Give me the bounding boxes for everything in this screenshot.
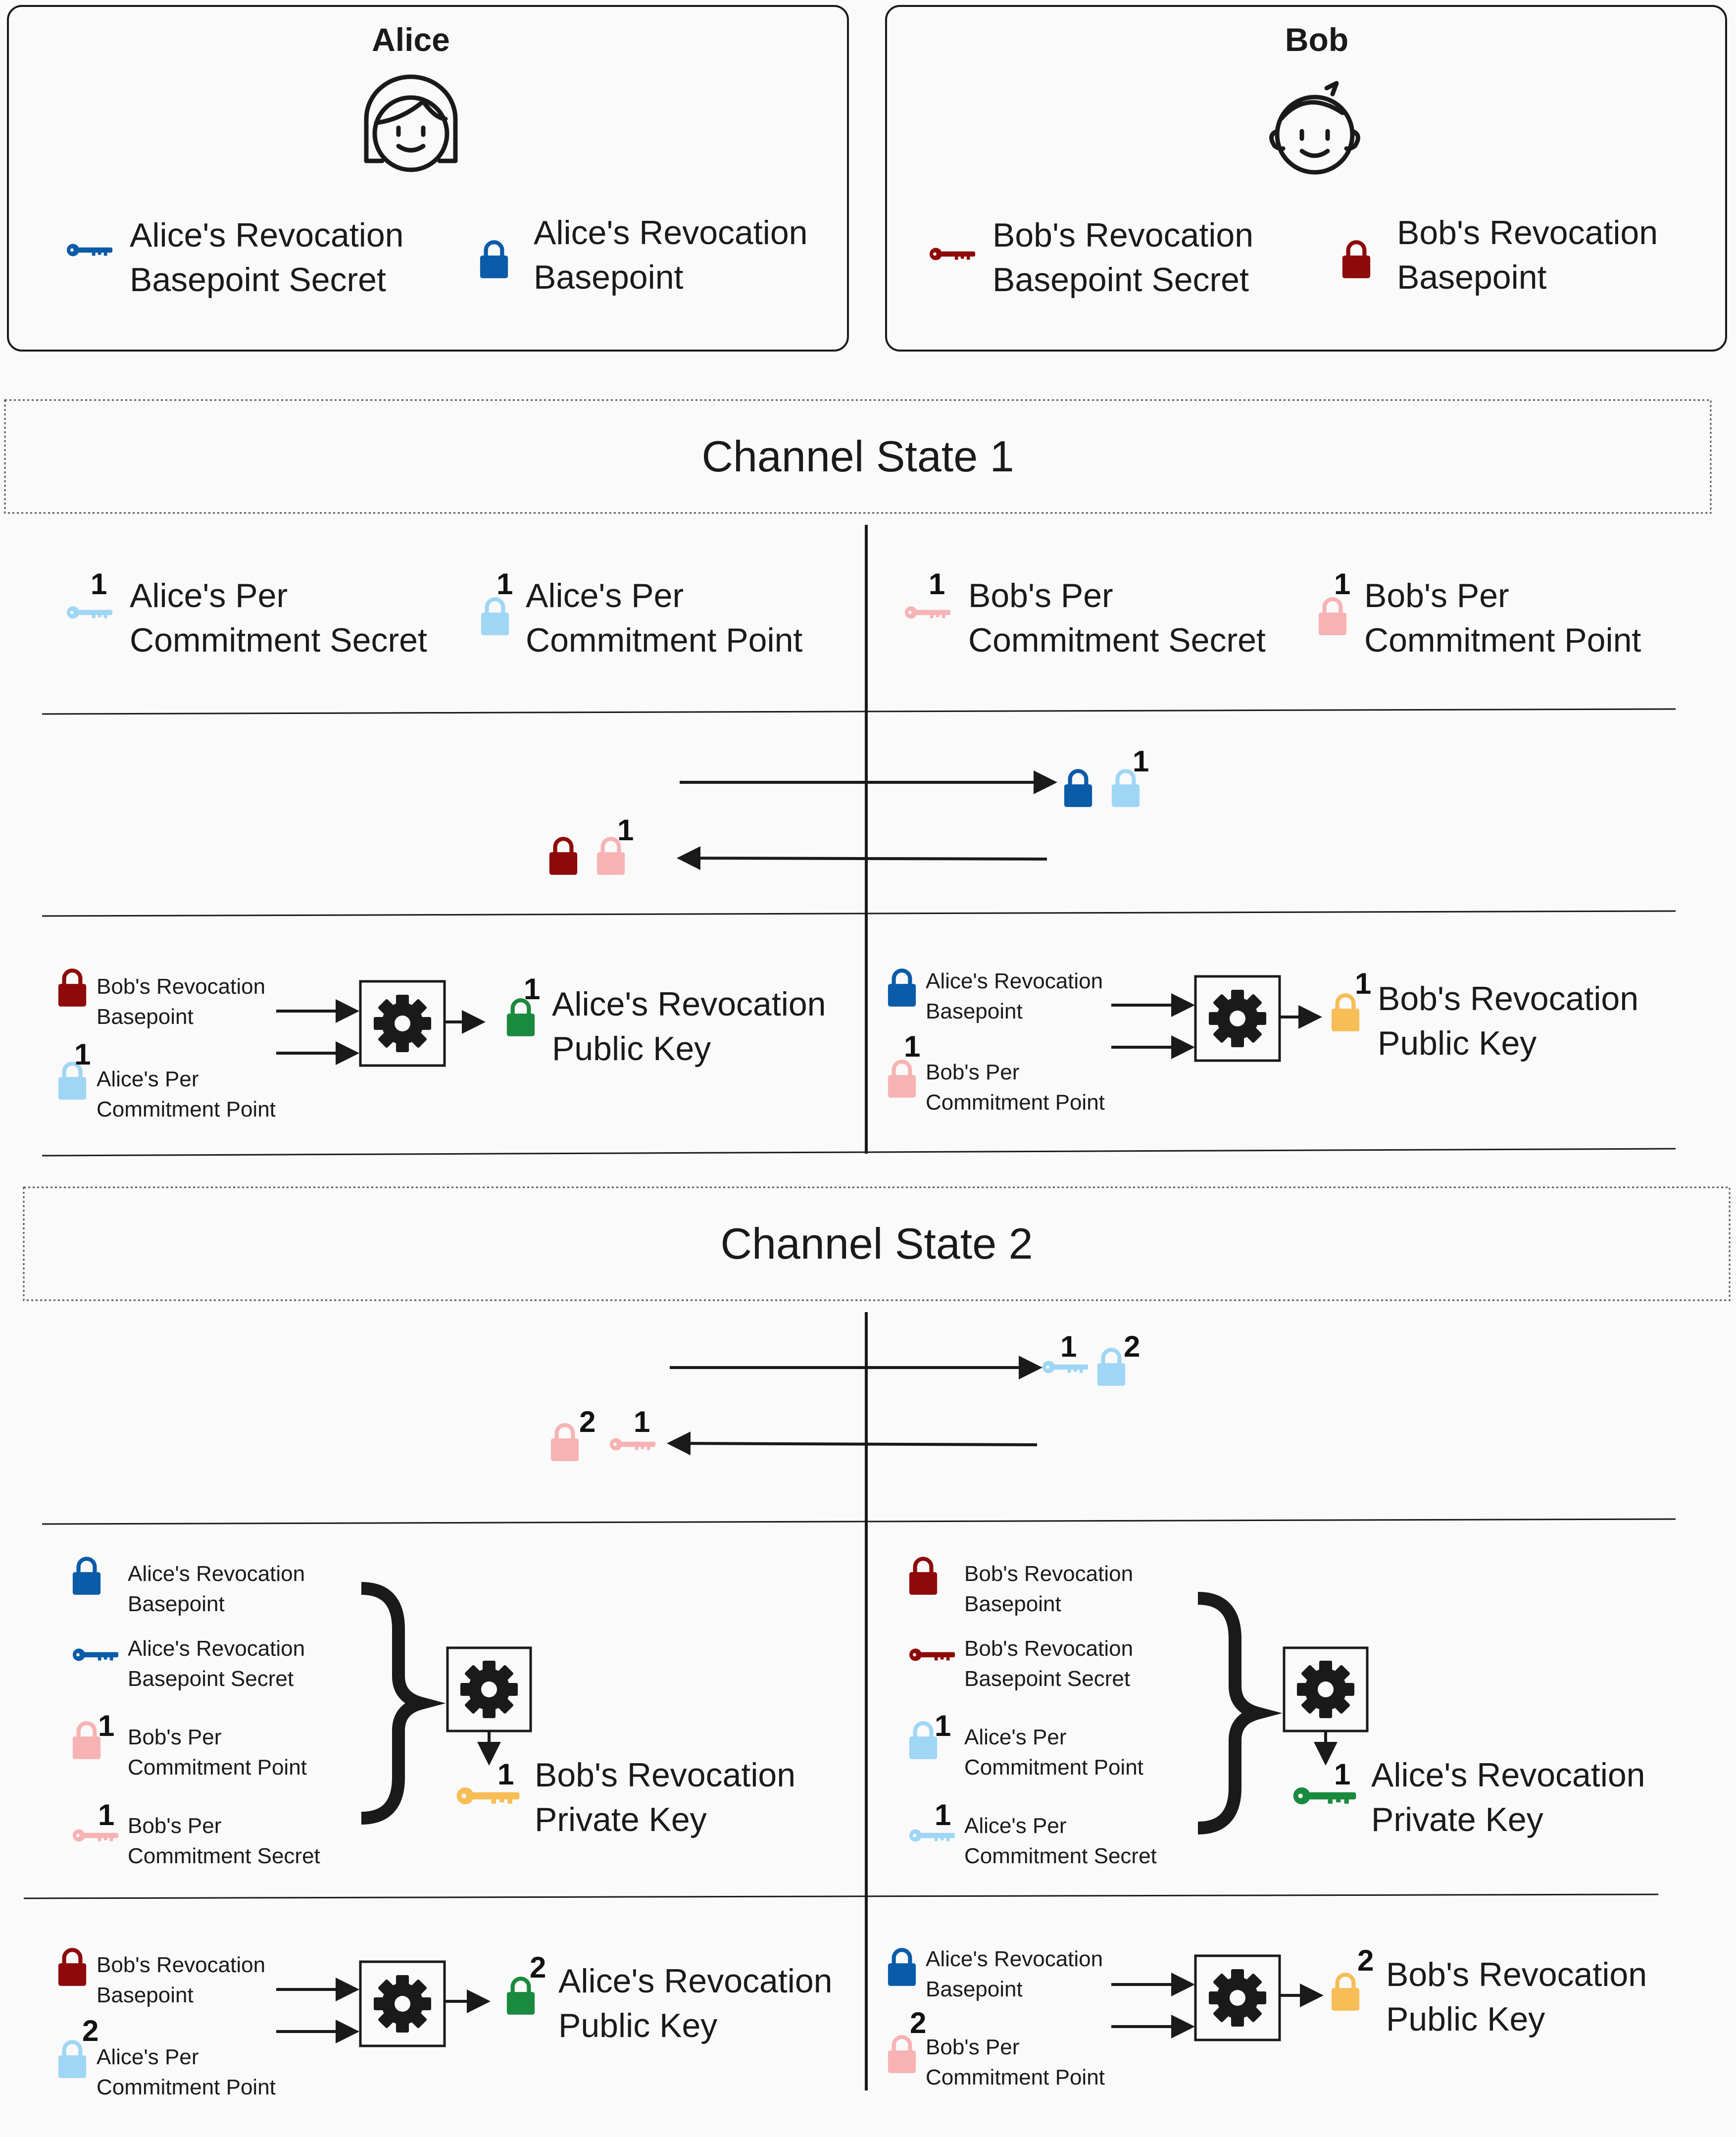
s1-bob-calc-in1-label: Alice's Revocation Basepoint <box>926 969 1103 1023</box>
alice-basepoint-label: Alice's Revocation Basepoint <box>534 214 808 296</box>
s2-bob-priv-out-label: Alice's Revocation Private Key <box>1371 1756 1645 1838</box>
s2-exchange-left-key-num: 1 <box>634 1405 650 1438</box>
state2-rule-2 <box>23 1893 1659 1899</box>
s2-alice-priv-item-1-label: Alice's Revocation Basepoint <box>128 1562 305 1616</box>
s2-bob-priv-item-4-num: 1 <box>935 1798 951 1832</box>
s2-alice-priv-item-3-num: 1 <box>98 1709 115 1742</box>
s2-alice-calc-in2-num: 2 <box>82 2014 99 2047</box>
s1-bob-point-num: 1 <box>1334 567 1351 601</box>
s1-bob-point-label: Bob's Per Commitment Point <box>1364 577 1641 659</box>
s1-bob-calc-out-num: 1 <box>1355 967 1372 1000</box>
state1-rule-2 <box>42 910 1676 917</box>
s2-bob-priv-item-2-label: Bob's Revocation Basepoint Secret <box>964 1636 1134 1691</box>
state1-rule-3 <box>42 1148 1676 1157</box>
s2-bob-calc-in1-label: Alice's Revocation Basepoint <box>926 1947 1103 2001</box>
bob-avatar-icon <box>1269 81 1360 175</box>
s1-alice-calc-in2-num: 1 <box>74 1038 91 1071</box>
s2-alice-priv-item-2-label: Alice's Revocation Basepoint Secret <box>128 1636 305 1691</box>
s1-bob-calc-in2-label: Bob's Per Commitment Point <box>926 1060 1105 1115</box>
s1-alice-point-num: 1 <box>496 567 513 601</box>
s1-alice-calc-in1-label: Bob's Revocation Basepoint <box>97 974 266 1029</box>
s1-alice-calc-in2-label: Alice's Per Commitment Point <box>97 1067 276 1121</box>
bob-basepoint-secret-label: Bob's Revocation Basepoint Secret <box>992 216 1254 299</box>
s2-alice-priv-item-3-label: Bob's Per Commitment Point <box>128 1725 307 1780</box>
s2-alice-calc-in2-label: Alice's Per Commitment Point <box>97 2045 276 2099</box>
bob-name: Bob <box>1285 21 1349 58</box>
s2-bob-calc-out-label: Bob's Revocation Public Key <box>1386 1956 1647 2038</box>
alice-basepoint-secret-label: Alice's Revocation Basepoint Secret <box>130 216 404 299</box>
s2-bob-priv-item-1-label: Bob's Revocation Basepoint <box>964 1562 1134 1616</box>
s2-arrow-to-alice <box>667 1431 1038 1456</box>
s2-alice-calc-out-label: Alice's Revocation Public Key <box>558 1962 833 2044</box>
s1-bob-calc-in2-num: 1 <box>904 1030 921 1063</box>
state2-title: Channel State 2 <box>720 1219 1033 1268</box>
s1-alice-point-label: Alice's Per Commitment Point <box>526 577 803 659</box>
s2-alice-calc-out-num: 2 <box>530 1951 546 1984</box>
s2-exchange-right-key-num: 1 <box>1060 1330 1077 1363</box>
s1-bob-calc-out-label: Bob's Revocation Public Key <box>1378 980 1639 1062</box>
s2-bob-calc-out-num: 2 <box>1357 1944 1374 1977</box>
bob-box <box>885 5 1727 352</box>
s2-alice-priv-brace <box>361 1582 446 1825</box>
s2-alice-calc-in1-label: Bob's Revocation Basepoint <box>97 1953 266 2007</box>
state2-rule-1 <box>42 1518 1676 1525</box>
state2-header-box <box>23 1186 1731 1301</box>
s2-bob-calc-in2-num: 2 <box>910 2006 927 2039</box>
s2-bob-priv-out-num: 1 <box>1334 1758 1351 1791</box>
s2-bob-priv-item-3-num: 1 <box>935 1709 951 1742</box>
s1-arrow-to-alice <box>677 846 1047 870</box>
s2-bob-priv-item-4-label: Alice's Per Commitment Secret <box>964 1814 1157 1868</box>
s2-alice-priv-item-4-label: Bob's Per Commitment Secret <box>128 1814 320 1868</box>
s1-alice-calc-out-label: Alice's Revocation Public Key <box>552 985 826 1068</box>
alice-name: Alice <box>372 21 450 58</box>
s2-bob-calc-in2-label: Bob's Per Commitment Point <box>926 2035 1105 2089</box>
s2-bob-priv-item-3-label: Alice's Per Commitment Point <box>964 1725 1143 1780</box>
s2-exchange-right-lock-num: 2 <box>1124 1330 1141 1363</box>
alice-box <box>7 5 849 352</box>
bob-basepoint-label: Bob's Revocation Basepoint <box>1397 214 1658 296</box>
s1-exchange-right-num: 1 <box>1133 745 1149 778</box>
state1-rule-1 <box>42 708 1676 715</box>
s1-alice-secret-label: Alice's Per Commitment Secret <box>130 577 427 659</box>
s1-alice-calc-out-num: 1 <box>524 972 541 1006</box>
s2-alice-priv-item-4-num: 1 <box>98 1798 115 1832</box>
s2-bob-priv-brace <box>1197 1592 1283 1834</box>
s1-alice-secret-num: 1 <box>91 567 107 601</box>
state1-header-box <box>4 399 1712 514</box>
s2-alice-priv-out-label: Bob's Revocation Private Key <box>535 1756 796 1838</box>
state1-title: Channel State 1 <box>701 432 1014 481</box>
s2-exchange-left-lock-num: 2 <box>579 1405 596 1438</box>
s1-bob-secret-label: Bob's Per Commitment Secret <box>968 577 1266 659</box>
s2-alice-priv-out-num: 1 <box>497 1758 514 1791</box>
s1-bob-secret-num: 1 <box>929 567 945 601</box>
s1-exchange-left-num: 1 <box>617 814 634 847</box>
alice-avatar-icon <box>364 74 458 172</box>
